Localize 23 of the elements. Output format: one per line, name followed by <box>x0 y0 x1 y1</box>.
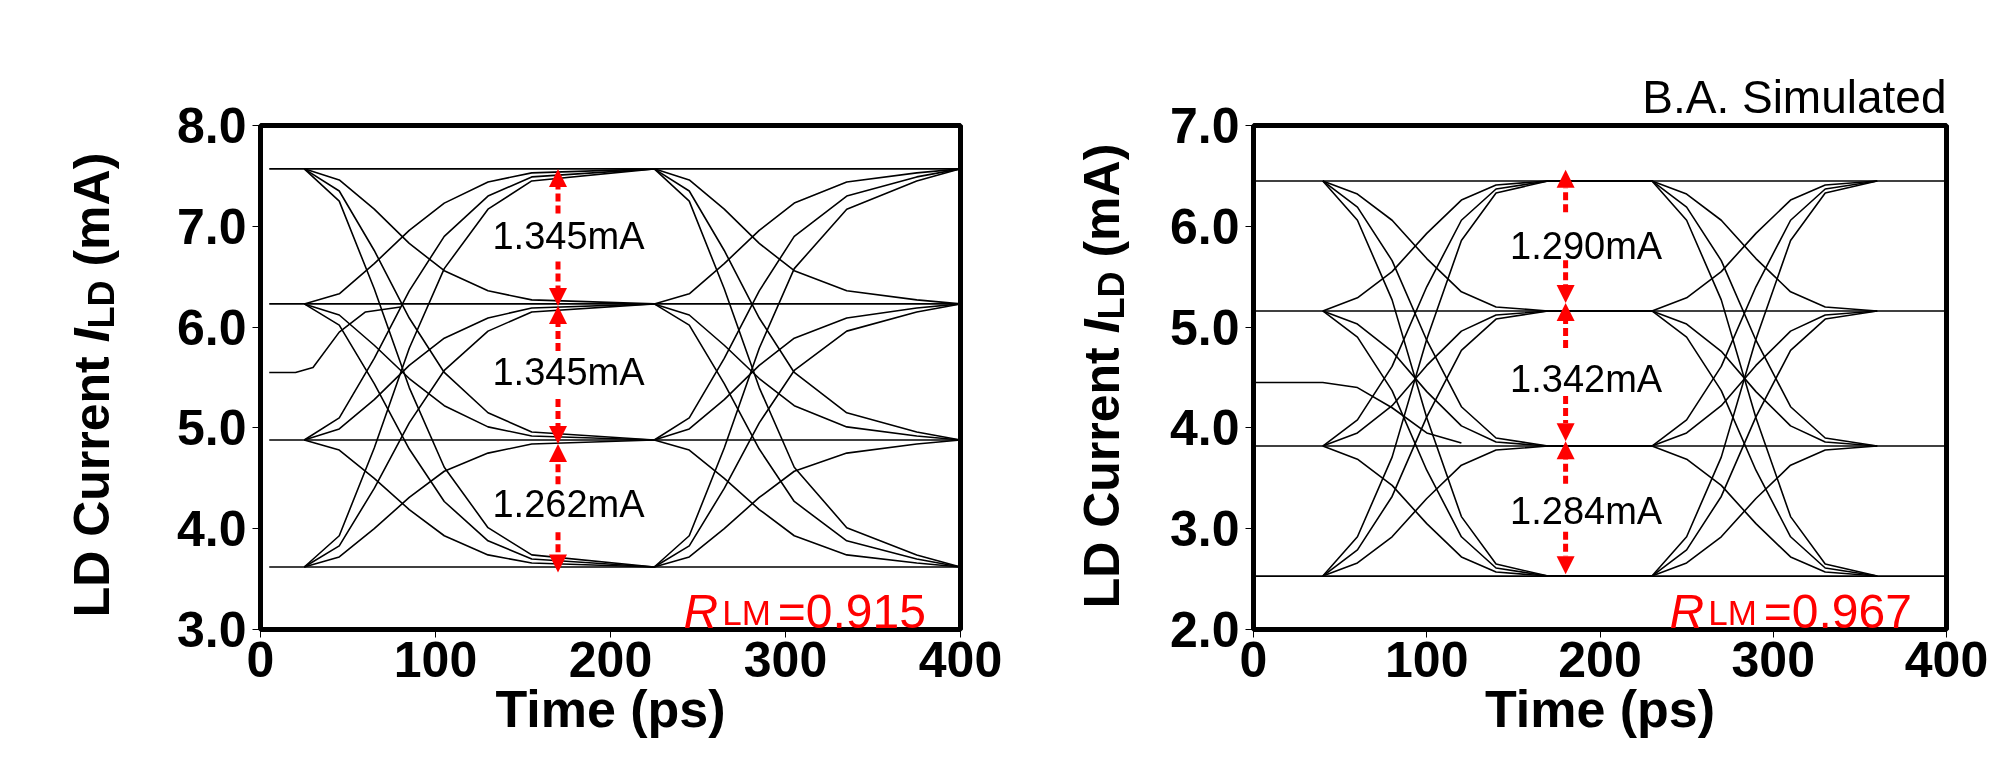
y-tick-label: 7.0 <box>176 198 247 255</box>
annotation: 1.345mA <box>492 350 646 393</box>
y-tick-label: 7.0 <box>1169 98 1240 154</box>
y-tick-label: 8.0 <box>176 98 247 154</box>
chart-title: B.A. Simulated <box>1642 70 1947 123</box>
y-tick-label: 2.0 <box>1169 602 1240 658</box>
y-tick-label: 4.0 <box>176 501 247 558</box>
y-tick-label: 3.0 <box>176 602 247 658</box>
annotation: 1.345mA <box>492 215 646 258</box>
x-tick-label: 100 <box>1385 631 1469 688</box>
annotation: 1.284mA <box>1510 490 1663 533</box>
y-tick-label: 5.0 <box>1169 299 1240 356</box>
y-tick-label: 4.0 <box>1169 400 1240 457</box>
y-tick-label: 6.0 <box>1169 198 1240 255</box>
y-tick-label: 5.0 <box>176 400 247 457</box>
x-tick-label: 100 <box>393 631 478 688</box>
annotation: 1.262mA <box>492 482 646 525</box>
x-tick-label: 0 <box>246 631 275 688</box>
y-tick-label: 3.0 <box>1169 501 1240 558</box>
annotation: 1.290mA <box>1510 224 1663 267</box>
y-tick-label: 6.0 <box>176 299 247 356</box>
x-tick-label: 0 <box>1239 631 1268 688</box>
annotation: 1.342mA <box>1510 357 1663 400</box>
